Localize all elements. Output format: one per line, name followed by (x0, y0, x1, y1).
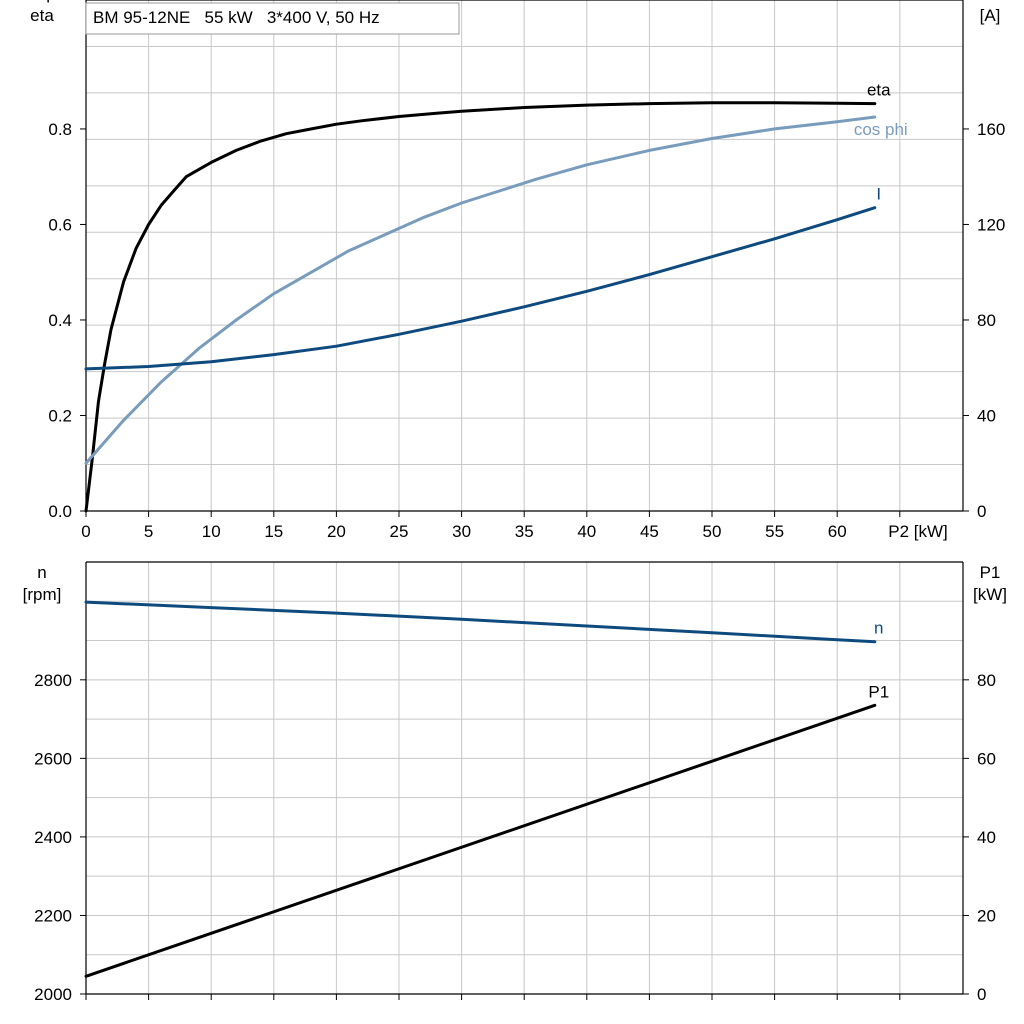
y-left-axis-label: eta (30, 6, 54, 25)
y-right-axis-label: I (988, 0, 993, 3)
y-left-axis-label: cos phi (15, 0, 69, 3)
y-left-tick-label: 0.6 (48, 215, 72, 234)
y-left-axis-label: [rpm] (23, 585, 62, 604)
y-right-axis-label: P1 (980, 563, 1001, 582)
y-right-tick-label: 160 (977, 120, 1005, 139)
x-tick-label: 45 (640, 522, 659, 541)
y-left-tick-label: 2400 (34, 828, 72, 847)
series-label-cos-phi: cos phi (854, 120, 908, 139)
x-tick-label: 30 (452, 522, 471, 541)
x-tick-label: 20 (327, 522, 346, 541)
y-left-tick-label: 2600 (34, 749, 72, 768)
x-tick-label: 15 (264, 522, 283, 541)
y-left-tick-label: 2000 (34, 985, 72, 1004)
y-left-tick-label: 2200 (34, 906, 72, 925)
x-tick-label: 35 (515, 522, 534, 541)
y-left-tick-label: 0.8 (48, 120, 72, 139)
chart-title: BM 95-12NE 55 kW 3*400 V, 50 Hz (93, 8, 380, 27)
y-left-tick-label: 0.2 (48, 406, 72, 425)
x-tick-label: 50 (703, 522, 722, 541)
y-left-axis-label: n (37, 563, 46, 582)
y-right-tick-label: 80 (977, 671, 996, 690)
series-line-n (84, 600, 877, 644)
series-label-n: n (874, 619, 883, 638)
series-line-eta (84, 101, 877, 513)
bottom-panel: 2000 2200 2400 2600 2800 0 20 40 60 80 n [rpm] P1 [kW… (23, 561, 1007, 1004)
series-line-p1 (84, 703, 877, 978)
x-tick-label: 40 (577, 522, 596, 541)
x-tick-label: 10 (202, 522, 221, 541)
top-panel: 0 5 10 15 20 25 30 35 40 45 50 55 60 P2 [kW] 0.0 0.2 0.4… (15, 0, 1005, 541)
y-right-tick-label: 40 (977, 828, 996, 847)
title-background (85, 2, 460, 35)
y-right-tick-label: 80 (977, 311, 996, 330)
x-tick-label: 0 (81, 522, 90, 541)
x-tick-label: 25 (390, 522, 409, 541)
y-right-tick-label: 40 (977, 406, 996, 425)
y-right-tick-label: 20 (977, 906, 996, 925)
y-right-tick-label: 0 (977, 985, 986, 1004)
x-axis-label: P2 [kW] (888, 522, 948, 541)
series-label-eta: eta (867, 81, 891, 100)
series-label-i: I (876, 185, 881, 204)
title-box: BM 95-12NE 55 kW 3*400 V, 50 Hz (85, 2, 460, 35)
y-right-tick-label: 60 (977, 749, 996, 768)
y-left-tick-label: 0.0 (48, 502, 72, 521)
y-right-axis-label: [kW] (973, 585, 1007, 604)
y-right-tick-label: 120 (977, 215, 1005, 234)
y-right-tick-label: 0 (977, 502, 986, 521)
x-tick-label: 60 (828, 522, 847, 541)
y-left-tick-label: 2800 (34, 671, 72, 690)
x-tick-label: 55 (765, 522, 784, 541)
series-label-p1: P1 (868, 682, 889, 701)
series-line-i (84, 206, 877, 371)
series-line-cos-phi (84, 115, 877, 465)
y-right-axis-label: [A] (980, 6, 1001, 25)
x-tick-label: 5 (144, 522, 153, 541)
y-left-tick-label: 0.4 (48, 311, 72, 330)
